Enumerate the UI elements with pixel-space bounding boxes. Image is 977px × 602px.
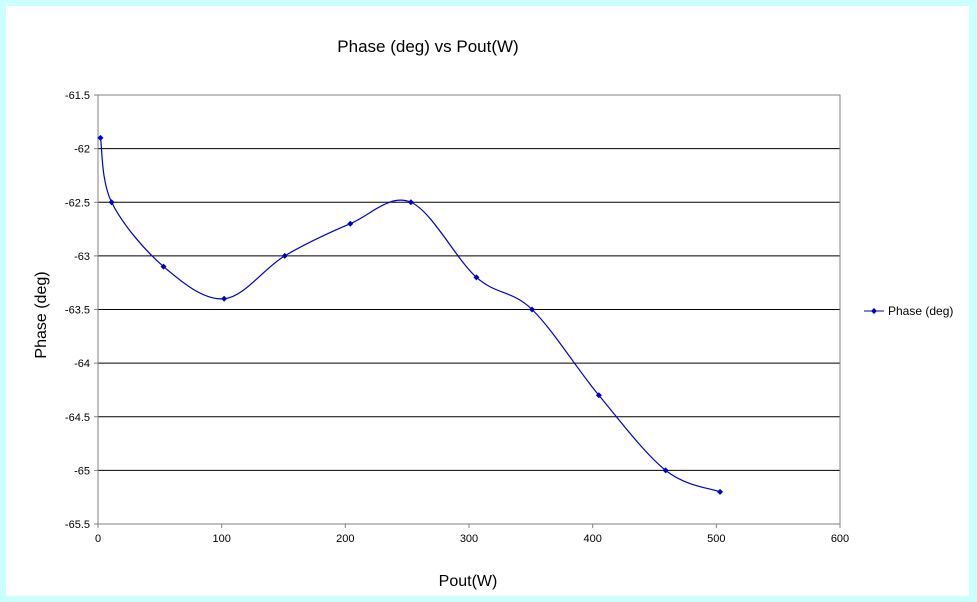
- data-point: [160, 263, 167, 270]
- y-tick-label: -64: [74, 358, 90, 370]
- x-tick-label: 500: [707, 533, 725, 545]
- x-tick-label: 600: [831, 533, 849, 545]
- legend: Phase (deg): [864, 304, 953, 318]
- y-tick-label: -62.5: [65, 197, 90, 209]
- y-tick-label: -62: [74, 144, 90, 156]
- y-tick-label: -65.5: [65, 519, 90, 531]
- x-axis-ticks: 0 100 200 300 400 500 600: [95, 524, 849, 545]
- x-tick-label: 400: [583, 533, 601, 545]
- data-point: [407, 199, 414, 206]
- x-tick-label: 100: [212, 533, 230, 545]
- chart-title: Phase (deg) vs Pout(W): [337, 37, 518, 56]
- series-layer: [97, 134, 724, 495]
- x-tick-label: 200: [336, 533, 354, 545]
- x-axis-title: Pout(W): [439, 573, 498, 590]
- y-tick-label: -65: [74, 465, 90, 477]
- y-tick-label: -63.5: [65, 305, 90, 317]
- y-tick-label: -63: [74, 251, 90, 263]
- y-tick-label: -64.5: [65, 412, 90, 424]
- y-axis-title: Phase (deg): [33, 271, 50, 358]
- chart-svg: Phase (deg) vs Pout(W) 0 100 200 300 400 500 6…: [33, 37, 953, 590]
- data-point: [221, 295, 228, 302]
- data-point: [108, 199, 115, 206]
- y-axis-ticks: -61.5 -62 -62.5 -63 -63.5 -64 -64.5 -65 -65.5: [65, 90, 98, 531]
- data-point: [281, 252, 288, 259]
- legend-label: Phase (deg): [888, 304, 953, 318]
- series-line: [99, 137, 721, 493]
- data-point: [662, 467, 669, 474]
- data-point: [97, 134, 104, 141]
- x-tick-label: 300: [460, 533, 478, 545]
- data-point: [347, 220, 354, 227]
- x-tick-label: 0: [95, 533, 101, 545]
- data-point: [473, 274, 480, 281]
- chart-frame: Phase (deg) vs Pout(W) 0 100 200 300 400 500 6…: [6, 6, 969, 596]
- data-point: [529, 306, 536, 313]
- legend-marker: [871, 308, 877, 314]
- gridlines: [98, 94, 840, 525]
- y-tick-label: -61.5: [65, 90, 90, 102]
- data-point: [595, 392, 602, 399]
- data-point: [717, 488, 724, 495]
